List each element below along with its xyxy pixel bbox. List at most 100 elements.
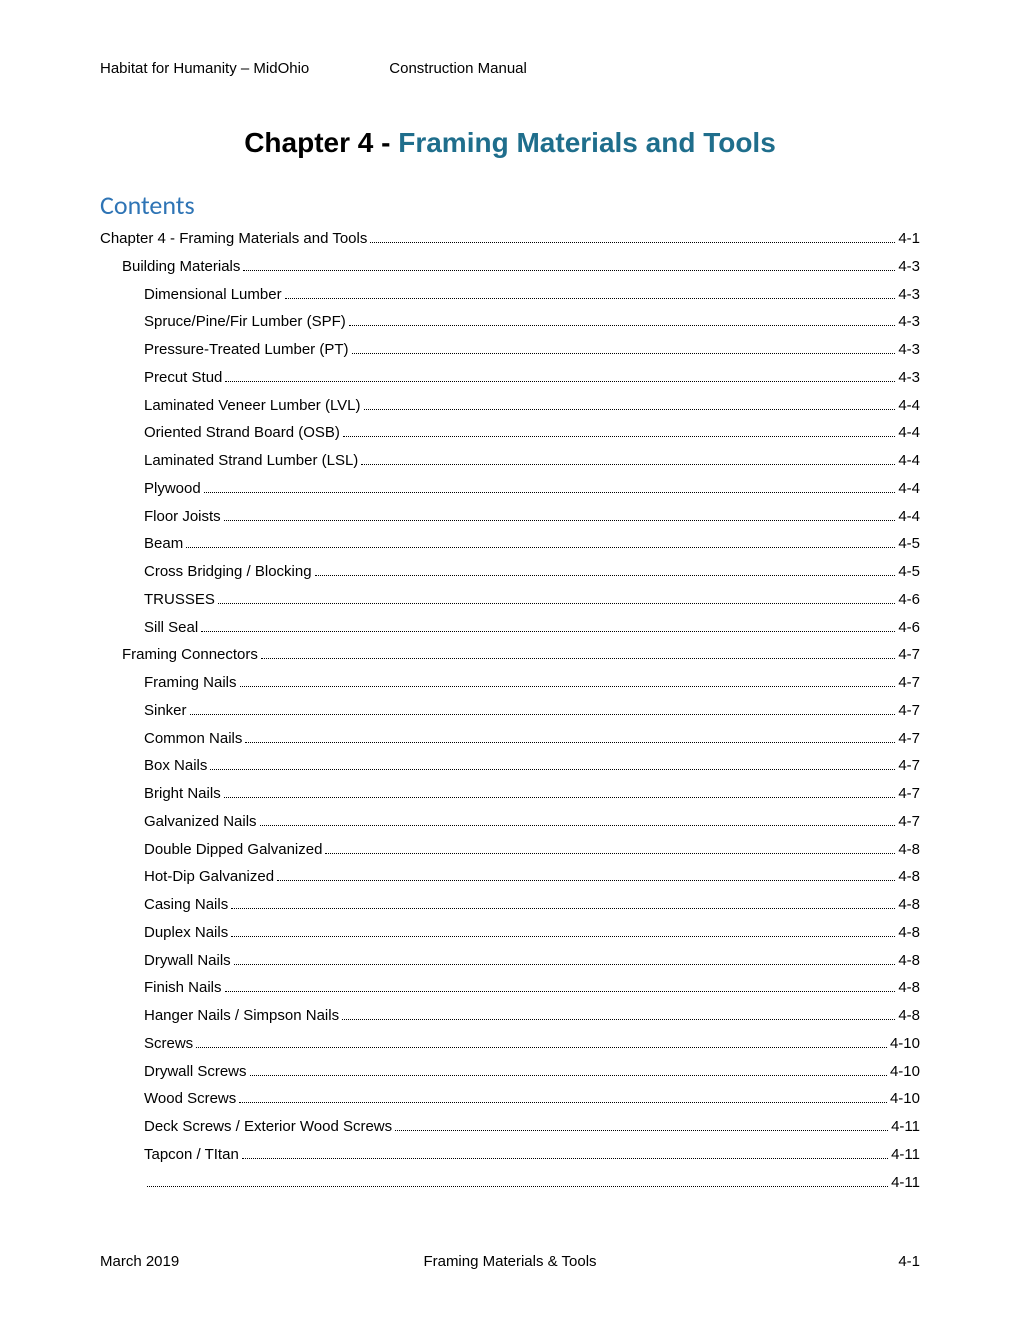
toc-entry[interactable]: Wood Screws4-10 — [100, 1085, 920, 1113]
toc-page-number: 4-7 — [898, 669, 920, 697]
toc-entry[interactable]: Double Dipped Galvanized 4-8 — [100, 836, 920, 864]
toc-entry[interactable]: TRUSSES 4-6 — [100, 586, 920, 614]
toc-page-number: 4-4 — [898, 392, 920, 420]
toc-leader-dots — [201, 620, 895, 632]
toc-page-number: 4-8 — [898, 836, 920, 864]
toc-label: Galvanized Nails — [144, 808, 257, 836]
toc-entry[interactable]: Framing Connectors4-7 — [100, 641, 920, 669]
toc-leader-dots — [242, 1147, 888, 1159]
toc-label: Laminated Strand Lumber (LSL) — [144, 447, 358, 475]
toc-entry[interactable]: Framing Nails 4-7 — [100, 669, 920, 697]
toc-entry[interactable]: Deck Screws / Exterior Wood Screws 4-11 — [100, 1113, 920, 1141]
toc-label: Casing Nails — [144, 891, 228, 919]
toc-page-number: 4-5 — [898, 530, 920, 558]
toc-leader-dots — [225, 370, 895, 382]
toc-entry[interactable]: Screws4-10 — [100, 1030, 920, 1058]
toc-entry[interactable]: Oriented Strand Board (OSB) 4-4 — [100, 419, 920, 447]
toc-label: Drywall Screws — [144, 1058, 247, 1086]
toc-label: Building Materials — [122, 253, 240, 281]
document-page: Habitat for Humanity – MidOhio Construct… — [0, 0, 1020, 1320]
footer-section: Framing Materials & Tools — [100, 1253, 920, 1270]
toc-label: Double Dipped Galvanized — [144, 836, 322, 864]
toc-entry[interactable]: Floor Joists4-4 — [100, 503, 920, 531]
toc-leader-dots — [147, 1175, 888, 1187]
toc-leader-dots — [204, 481, 896, 493]
toc-page-number: 4-6 — [898, 586, 920, 614]
toc-entry[interactable]: Casing Nails 4-8 — [100, 891, 920, 919]
footer-date: March 2019 — [100, 1253, 179, 1270]
toc-entry[interactable]: Galvanized Nails 4-7 — [100, 808, 920, 836]
toc-leader-dots — [370, 232, 895, 244]
toc-leader-dots — [225, 981, 896, 993]
toc-entry[interactable]: Sill Seal4-6 — [100, 614, 920, 642]
toc-page-number: 4-11 — [891, 1141, 920, 1169]
toc-page-number: 4-7 — [898, 725, 920, 753]
toc-label: Precut Stud — [144, 364, 222, 392]
toc-entry[interactable]: Precut Stud4-3 — [100, 364, 920, 392]
toc-entry[interactable]: Pressure-Treated Lumber (PT)4-3 — [100, 336, 920, 364]
toc-entry[interactable]: Common Nails4-7 — [100, 725, 920, 753]
toc-leader-dots — [224, 509, 896, 521]
toc-label: Spruce/Pine/Fir Lumber (SPF) — [144, 308, 346, 336]
toc-entry[interactable]: Building Materials4-3 — [100, 253, 920, 281]
chapter-prefix: Chapter 4 - — [244, 127, 398, 158]
toc-leader-dots — [234, 953, 896, 965]
contents-heading: Contents — [100, 189, 920, 221]
toc-label: Hot-Dip Galvanized — [144, 863, 274, 891]
toc-label: Duplex Nails — [144, 919, 228, 947]
toc-label: TRUSSES — [144, 586, 215, 614]
toc-page-number: 4-3 — [898, 281, 920, 309]
toc-page-number: 4-11 — [891, 1113, 920, 1141]
toc-leader-dots — [343, 426, 895, 438]
toc-entry[interactable]: Finish Nails4-8 — [100, 974, 920, 1002]
toc-page-number: 4-4 — [898, 419, 920, 447]
toc-page-number: 4-8 — [898, 891, 920, 919]
toc-entry[interactable]: Spruce/Pine/Fir Lumber (SPF)4-3 — [100, 308, 920, 336]
toc-entry[interactable]: Drywall Nails4-8 — [100, 947, 920, 975]
toc-entry[interactable]: Plywood4-4 — [100, 475, 920, 503]
toc-page-number: 4-5 — [898, 558, 920, 586]
toc-label: Deck Screws / Exterior Wood Screws — [144, 1113, 392, 1141]
toc-leader-dots — [196, 1036, 887, 1048]
toc-entry[interactable]: Tapcon / TItan 4-11 — [100, 1141, 920, 1169]
toc-label: Dimensional Lumber — [144, 281, 282, 309]
toc-entry[interactable]: Sinker 4-7 — [100, 697, 920, 725]
toc-entry[interactable]: Laminated Strand Lumber (LSL)4-4 — [100, 447, 920, 475]
toc-entry[interactable]: Chapter 4 - Framing Materials and Tools4… — [100, 225, 920, 253]
toc-leader-dots — [352, 343, 896, 355]
toc-entry[interactable]: Bright Nails4-7 — [100, 780, 920, 808]
chapter-title: Chapter 4 - Framing Materials and Tools — [100, 127, 920, 159]
table-of-contents: Chapter 4 - Framing Materials and Tools4… — [100, 225, 920, 1196]
toc-entry[interactable]: Duplex Nails4-8 — [100, 919, 920, 947]
toc-entry[interactable]: Laminated Veneer Lumber (LVL)4-4 — [100, 392, 920, 420]
toc-entry[interactable]: 4-11 — [100, 1169, 920, 1197]
toc-entry[interactable]: Hanger Nails / Simpson Nails4-8 — [100, 1002, 920, 1030]
toc-leader-dots — [240, 676, 896, 688]
toc-label: Oriented Strand Board (OSB) — [144, 419, 340, 447]
header-org: Habitat for Humanity – MidOhio — [100, 60, 309, 77]
toc-leader-dots — [260, 814, 896, 826]
toc-page-number: 4-8 — [898, 974, 920, 1002]
toc-page-number: 4-7 — [898, 697, 920, 725]
toc-label: Wood Screws — [144, 1085, 236, 1113]
toc-page-number: 4-7 — [898, 808, 920, 836]
toc-page-number: 4-8 — [898, 1002, 920, 1030]
toc-label: Tapcon / TItan — [144, 1141, 239, 1169]
toc-leader-dots — [325, 842, 895, 854]
toc-entry[interactable]: Hot-Dip Galvanized 4-8 — [100, 863, 920, 891]
toc-leader-dots — [224, 787, 896, 799]
toc-label: Drywall Nails — [144, 947, 231, 975]
toc-label: Cross Bridging / Blocking — [144, 558, 312, 586]
toc-page-number: 4-8 — [898, 863, 920, 891]
toc-entry[interactable]: Box Nails4-7 — [100, 752, 920, 780]
toc-page-number: 4-7 — [898, 641, 920, 669]
toc-label: Box Nails — [144, 752, 207, 780]
toc-entry[interactable]: Drywall Screws4-10 — [100, 1058, 920, 1086]
toc-leader-dots — [285, 287, 896, 299]
toc-entry[interactable]: Dimensional Lumber 4-3 — [100, 281, 920, 309]
toc-entry[interactable]: Cross Bridging / Blocking 4-5 — [100, 558, 920, 586]
toc-page-number: 4-11 — [891, 1169, 920, 1197]
toc-label: Sinker — [144, 697, 187, 725]
toc-entry[interactable]: Beam4-5 — [100, 530, 920, 558]
toc-label: Framing Nails — [144, 669, 237, 697]
